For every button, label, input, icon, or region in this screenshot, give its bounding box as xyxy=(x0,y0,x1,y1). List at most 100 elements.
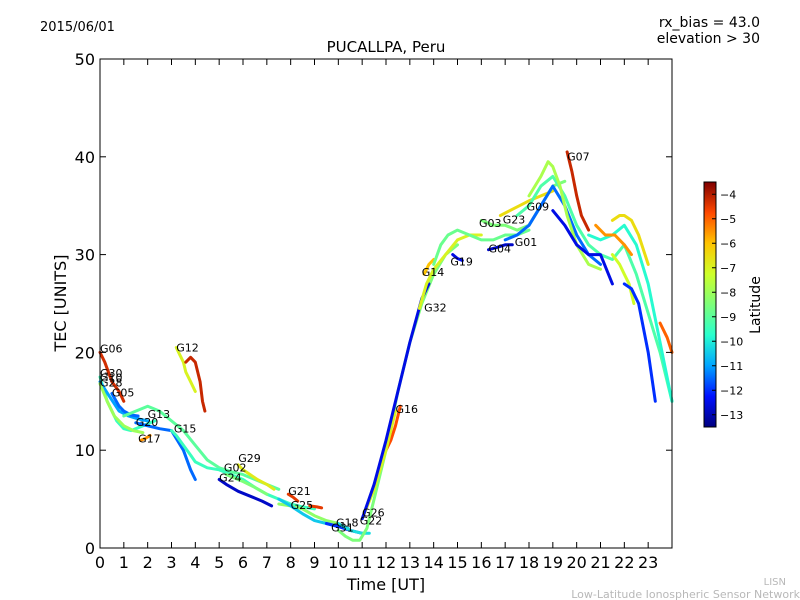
rx-bias-label: rx_bias = 43.0 xyxy=(659,15,760,31)
annotation-g16: G16 xyxy=(396,403,419,416)
x-tick-label: 0 xyxy=(95,553,105,572)
x-tick-label: 3 xyxy=(166,553,176,572)
colorbar-tick-label: −6 xyxy=(720,237,736,250)
series-g07b xyxy=(551,209,614,286)
series-g17 xyxy=(139,434,152,442)
colorbar-tick-label: −13 xyxy=(720,409,743,422)
annotation-g17: G17 xyxy=(138,432,161,445)
annotation-g32: G32 xyxy=(424,301,447,314)
annotation-g20: G20 xyxy=(136,416,159,429)
series-g25b xyxy=(308,504,324,510)
series-g28 xyxy=(98,382,145,435)
annotation-g15: G15 xyxy=(174,423,197,436)
series-g24 xyxy=(217,478,274,508)
series-g23 xyxy=(498,189,555,217)
series-g22 xyxy=(336,522,371,535)
series-g09b xyxy=(527,160,602,271)
annotation-g06: G06 xyxy=(100,342,123,355)
chart-title: PUCALLPA, Peru xyxy=(327,38,446,56)
x-tick-label: 12 xyxy=(376,553,396,572)
series-g11b xyxy=(658,321,674,354)
annotation-g10: G10 xyxy=(100,372,123,385)
annotation-g18: G18 xyxy=(336,516,359,529)
x-tick-label: 8 xyxy=(286,553,296,572)
annotation-g28: G28 xyxy=(100,377,123,390)
date-label: 2015/06/01 xyxy=(40,20,115,35)
series-g14b xyxy=(422,258,436,276)
annotation-g13: G13 xyxy=(148,408,171,421)
x-axis-title: Time [UT] xyxy=(346,575,425,594)
x-tick-label: 13 xyxy=(400,553,420,572)
x-tick-label: 4 xyxy=(190,553,200,572)
series-g04 xyxy=(487,243,514,252)
annotation-g05: G05 xyxy=(112,386,135,399)
x-tick-label: 23 xyxy=(638,553,658,572)
y-axis: 0 10 20 30 40 50 xyxy=(75,50,672,558)
annotation-g19: G19 xyxy=(450,255,473,268)
annotation-g24: G24 xyxy=(219,471,242,484)
colorbar-tick-label: −7 xyxy=(720,262,736,275)
colorbar-label: Latitude xyxy=(748,276,764,334)
y-tick-label: 10 xyxy=(75,441,95,460)
y-tick-label: 50 xyxy=(75,50,95,69)
colorbar-tick-label: −8 xyxy=(720,286,736,299)
annotation-g07: G07 xyxy=(567,151,590,164)
annotation-g30: G30 xyxy=(100,367,123,380)
colorbar-tick-label: −9 xyxy=(720,311,736,324)
y-tick-label: 0 xyxy=(85,539,95,558)
annotation-g31: G31 xyxy=(331,521,354,534)
colorbar-tick-label: −12 xyxy=(720,384,743,397)
annotation-g01: G01 xyxy=(515,236,538,249)
x-tick-label: 20 xyxy=(566,553,586,572)
colorbar-tick-label: −4 xyxy=(720,188,736,201)
annotation-g14: G14 xyxy=(422,266,445,279)
annotation-g25: G25 xyxy=(291,499,314,512)
series-g02 xyxy=(224,473,269,496)
series-g19 xyxy=(432,228,531,266)
latitude-colorbar: −13 −12 −11 −10 −9 −8 −7 −6 −5 −4 Latitude xyxy=(703,181,764,428)
series-g09 xyxy=(515,174,674,403)
series-g27 xyxy=(610,214,650,266)
x-tick-label: 1 xyxy=(119,553,129,572)
annotation-g21: G21 xyxy=(288,485,311,498)
annotation-g23: G23 xyxy=(503,213,526,226)
annotation-g03: G03 xyxy=(479,217,502,230)
series-g10 xyxy=(98,380,150,423)
x-tick-label: 14 xyxy=(423,553,443,572)
x-tick-label: 2 xyxy=(143,553,153,572)
x-tick-label: 18 xyxy=(519,553,539,572)
x-tick-label: 6 xyxy=(238,553,248,572)
x-tick-label: 9 xyxy=(309,553,319,572)
series-g11 xyxy=(622,282,657,403)
series-g19b xyxy=(451,253,464,262)
y-tick-label: 40 xyxy=(75,148,95,167)
colorbar-tick-label: −5 xyxy=(720,213,736,226)
series-g08 xyxy=(587,223,674,403)
x-tick-label: 21 xyxy=(590,553,610,572)
colorbar-tick-label: −11 xyxy=(720,360,743,373)
footer-lisn: LISN xyxy=(764,577,786,588)
series-g12 xyxy=(174,346,197,393)
x-tick-label: 7 xyxy=(262,553,272,572)
series-layer xyxy=(98,150,674,542)
annotation-g22: G22 xyxy=(360,515,383,528)
y-axis-title: TEC [UNITS] xyxy=(51,255,70,353)
x-axis: 0 1 2 3 4 5 6 7 8 9 10 11 12 13 14 15 16 17 18 19 20 21 22 23 xyxy=(95,59,658,572)
x-tick-label: 16 xyxy=(471,553,491,572)
x-tick-label: 15 xyxy=(447,553,467,572)
y-tick-label: 30 xyxy=(75,246,95,265)
series-g06 xyxy=(98,350,126,403)
footer-network: Low-Latitude Ionospheric Sensor Network xyxy=(571,588,800,600)
series-g01 xyxy=(503,184,602,266)
annotation-g04: G04 xyxy=(488,243,511,256)
y-tick-label: 20 xyxy=(75,343,95,362)
plot-frame xyxy=(99,58,673,549)
x-tick-label: 10 xyxy=(328,553,348,572)
x-tick-label: 22 xyxy=(614,553,634,572)
series-g13 xyxy=(122,404,281,491)
annotation-g26: G26 xyxy=(362,507,385,520)
annotation-g29: G29 xyxy=(238,452,261,465)
annotation-g02: G02 xyxy=(224,462,247,475)
series-g32 xyxy=(360,282,431,521)
